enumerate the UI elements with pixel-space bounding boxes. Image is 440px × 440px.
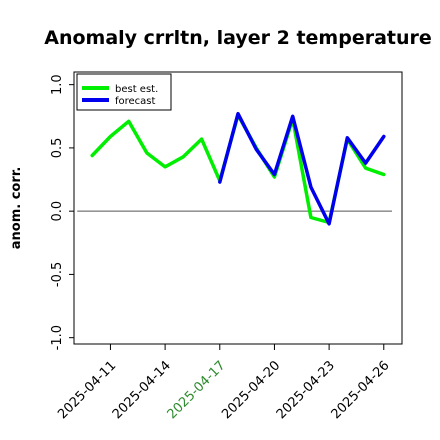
y-tick-label: -1.0 (50, 325, 65, 350)
legend: best est. forecast (76, 73, 172, 111)
y-tick-label: 0.0 (50, 201, 65, 222)
chart-title: Anomaly crrltn, layer 2 temperature (44, 27, 432, 49)
series-line-forecast (218, 111, 386, 226)
x-tick-label: 2025-04-26 (329, 358, 393, 422)
y-tick-label: 1.0 (50, 74, 65, 95)
legend-box (76, 73, 172, 111)
y-tick-label: 0.5 (50, 138, 65, 159)
legend-label-best-est: best est. (115, 84, 158, 95)
y-tick-label: -0.5 (50, 262, 65, 287)
legend-label-forecast: forecast (115, 96, 156, 107)
y-axis-label: anom. corr. (9, 167, 24, 250)
